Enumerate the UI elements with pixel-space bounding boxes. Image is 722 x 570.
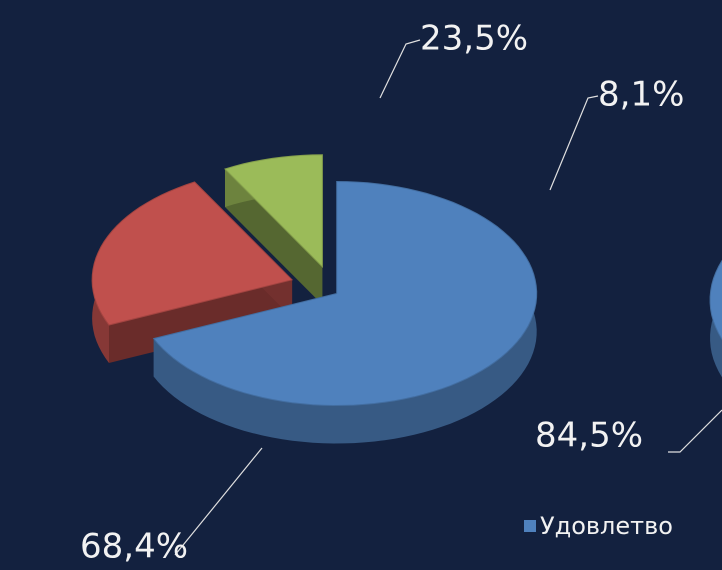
legend-swatch	[524, 520, 536, 532]
leader-line	[174, 447, 263, 556]
slice	[91, 181, 294, 326]
slice	[152, 180, 538, 407]
slice-wall	[225, 169, 323, 305]
slice	[224, 154, 323, 269]
leader-line	[668, 409, 722, 453]
slice	[709, 259, 722, 341]
legend-label: Удовлетво	[540, 512, 673, 540]
data-label: 68,4%	[80, 527, 188, 567]
data-label: 84,5%	[535, 416, 643, 456]
leader-line	[379, 39, 421, 99]
data-label: 8,1%	[598, 75, 684, 115]
data-label: 23,5%	[420, 19, 528, 59]
leader-line	[549, 95, 599, 191]
